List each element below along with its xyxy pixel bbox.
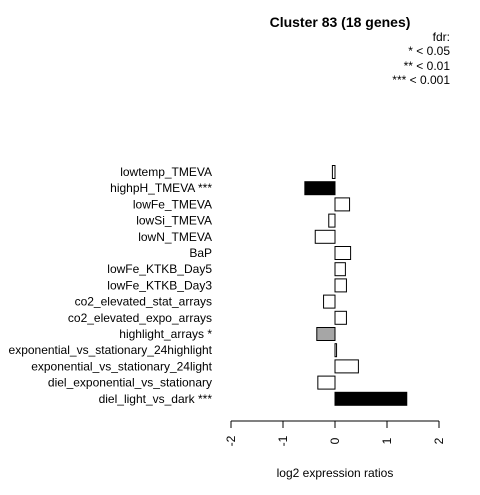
x-tick-label: -2 [224,435,238,446]
bar [334,197,351,212]
category-label: highlight_arrays * [119,327,212,341]
bar [304,181,336,196]
legend-title: fdr: [433,30,450,44]
chart-title: Cluster 83 (18 genes) [270,14,411,30]
bar [334,343,338,358]
x-axis: -2 -1 0 1 2 [224,420,446,446]
category-label: diel_exponential_vs_stationary [48,376,212,390]
category-label: lowN_TMEVA [138,230,212,244]
legend-entry-1: * < 0.05 [408,44,450,58]
bar [314,229,336,244]
x-tick-label: 2 [432,437,446,444]
category-label: lowFe_KTKB_Day3 [107,278,212,292]
legend: fdr: * < 0.05 ** < 0.01 *** < 0.001 [392,30,450,87]
category-label: lowFe_TMEVA [133,197,212,211]
category-label: lowSi_TMEVA [136,214,212,228]
bar [334,246,352,260]
bar [334,278,347,293]
category-label: co2_elevated_stat_arrays [75,295,212,309]
bar [317,375,336,390]
category-label: co2_elevated_expo_arrays [68,311,212,325]
category-label: exponential_vs_stationary_24highlight [9,343,213,357]
bars-group [304,165,408,406]
bar [316,327,336,341]
category-label: lowFe_KTKB_Day5 [107,262,212,276]
category-label: exponential_vs_stationary_24light [31,359,212,373]
category-labels: lowtemp_TMEVA highpH_TMEVA *** lowFe_TMEVA… [9,165,213,406]
bar [323,294,336,309]
bar [334,391,408,406]
legend-entry-3: *** < 0.001 [392,73,450,87]
bar [334,359,359,374]
x-axis-label: log2 expression ratios [277,466,394,480]
x-tick-label: 1 [380,437,394,444]
bar [334,310,347,325]
bar [331,165,336,179]
category-label: lowtemp_TMEVA [120,165,212,179]
category-label: highpH_TMEVA *** [110,181,212,195]
category-label: diel_light_vs_dark *** [99,392,213,406]
x-tick-label: 0 [328,437,342,444]
category-label: BaP [189,246,212,260]
x-tick-label: -1 [276,435,290,446]
legend-entry-2: ** < 0.01 [404,59,451,73]
bar [328,213,336,228]
bar [334,262,346,277]
